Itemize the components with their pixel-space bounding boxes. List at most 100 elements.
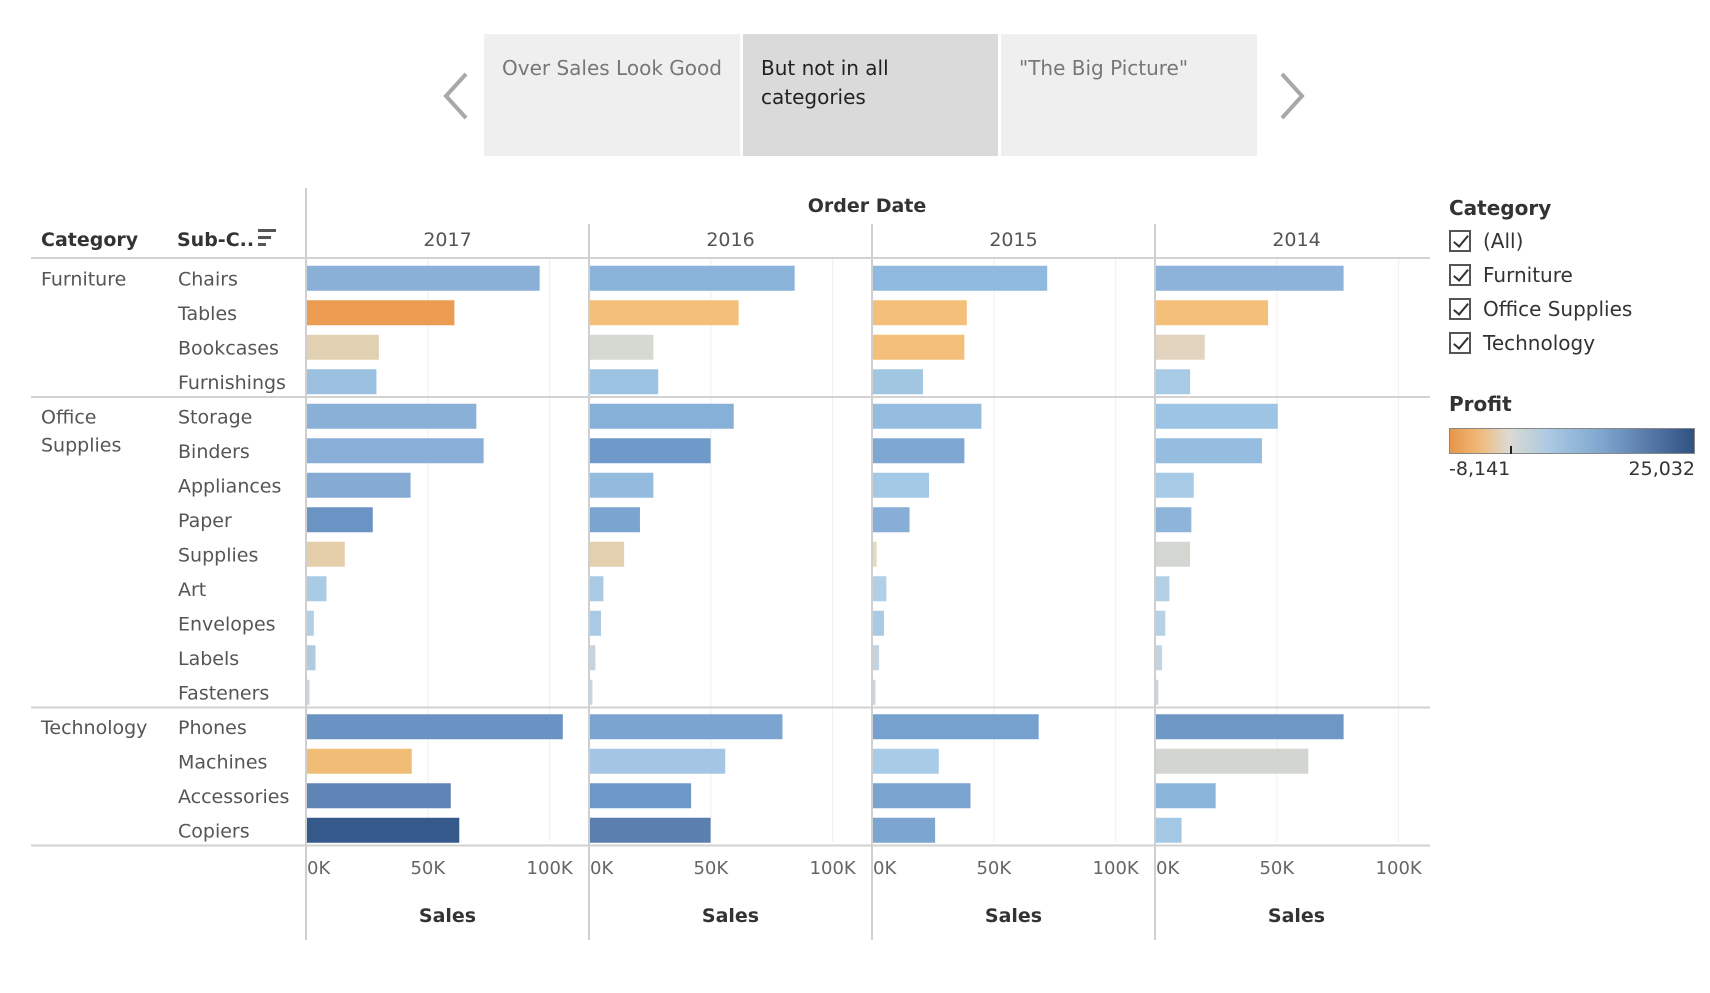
bar-2015-appliances[interactable] — [873, 472, 930, 498]
bar-2017-paper[interactable] — [307, 507, 373, 533]
bar-2017-storage[interactable] — [307, 403, 477, 429]
bar-2016-chairs[interactable] — [590, 265, 795, 291]
bar-2016-copiers[interactable] — [590, 817, 711, 843]
bar-2016-accessories[interactable] — [590, 783, 692, 809]
bar-2014-supplies[interactable] — [1156, 541, 1191, 567]
bar-2015-storage[interactable] — [873, 403, 982, 429]
bar-2014-labels[interactable] — [1156, 645, 1163, 671]
bar-2014-paper[interactable] — [1156, 507, 1192, 533]
bar-2017-bookcases[interactable] — [307, 334, 379, 360]
story-point-tab-1[interactable]: Over Sales Look Good — [484, 34, 740, 156]
bar-2016-envelopes[interactable] — [590, 610, 601, 636]
subcategory-label: Fasteners — [178, 682, 269, 704]
bar-2015-art[interactable] — [873, 576, 887, 602]
subcategory-label: Binders — [178, 441, 250, 463]
bar-2016-furnishings[interactable] — [590, 369, 659, 395]
bar-2015-furnishings[interactable] — [873, 369, 923, 395]
category-filter-furniture[interactable]: Furniture — [1449, 258, 1704, 292]
bar-2017-phones[interactable] — [307, 714, 563, 740]
bar-2014-tables[interactable] — [1156, 300, 1269, 326]
checkbox-checked-icon[interactable] — [1449, 332, 1471, 354]
year-header: 2015 — [989, 229, 1037, 251]
x-tick-label: 100K — [1376, 858, 1423, 879]
category-label: Office — [41, 406, 96, 428]
bar-2015-fasteners[interactable] — [873, 679, 876, 705]
bar-2015-machines[interactable] — [873, 748, 939, 774]
bar-2017-envelopes[interactable] — [307, 610, 314, 636]
story-point-label: Over Sales Look Good — [502, 56, 722, 80]
category-filter-technology[interactable]: Technology — [1449, 326, 1704, 360]
x-axis-title: Sales — [985, 905, 1042, 927]
bar-2016-fasteners[interactable] — [590, 679, 593, 705]
bar-2017-labels[interactable] — [307, 645, 316, 671]
bar-2014-machines[interactable] — [1156, 748, 1309, 774]
bar-2014-chairs[interactable] — [1156, 265, 1344, 291]
bar-2015-accessories[interactable] — [873, 783, 971, 809]
bar-2014-phones[interactable] — [1156, 714, 1344, 740]
bar-2015-bookcases[interactable] — [873, 334, 965, 360]
bar-2017-furnishings[interactable] — [307, 369, 377, 395]
bar-2016-art[interactable] — [590, 576, 604, 602]
bar-2016-storage[interactable] — [590, 403, 734, 429]
chevron-left-icon — [443, 72, 468, 120]
bar-2016-supplies[interactable] — [590, 541, 625, 567]
bar-2014-accessories[interactable] — [1156, 783, 1216, 809]
story-point-tab-2[interactable]: But not in all categories — [743, 34, 998, 156]
category-filter-all[interactable]: (All) — [1449, 224, 1704, 258]
column-header-order-date: Order Date — [808, 195, 927, 217]
bar-2016-labels[interactable] — [590, 645, 596, 671]
checkbox-checked-icon[interactable] — [1449, 230, 1471, 252]
previous-story-point-button[interactable] — [440, 66, 480, 126]
bar-2017-art[interactable] — [307, 576, 327, 602]
bar-2017-chairs[interactable] — [307, 265, 540, 291]
bar-2015-copiers[interactable] — [873, 817, 936, 843]
bar-2016-tables[interactable] — [590, 300, 739, 326]
bar-2016-appliances[interactable] — [590, 472, 654, 498]
bar-2017-supplies[interactable] — [307, 541, 345, 567]
bar-2014-storage[interactable] — [1156, 403, 1278, 429]
next-story-point-button[interactable] — [1268, 66, 1308, 126]
bar-2016-phones[interactable] — [590, 714, 783, 740]
category-filter-office-supplies[interactable]: Office Supplies — [1449, 292, 1704, 326]
bar-2017-fasteners[interactable] — [307, 679, 310, 705]
x-tick-label: 100K — [810, 858, 857, 879]
checkbox-checked-icon[interactable] — [1449, 298, 1471, 320]
x-tick-label: 0K — [590, 858, 614, 879]
bar-2015-chairs[interactable] — [873, 265, 1048, 291]
x-tick-label: 0K — [1156, 858, 1180, 879]
subcategory-label: Bookcases — [178, 337, 279, 359]
bar-2015-envelopes[interactable] — [873, 610, 884, 636]
bar-2014-appliances[interactable] — [1156, 472, 1194, 498]
bar-2014-binders[interactable] — [1156, 438, 1262, 464]
filter-option-label: Furniture — [1483, 263, 1573, 287]
bar-2015-paper[interactable] — [873, 507, 910, 533]
bar-2017-accessories[interactable] — [307, 783, 451, 809]
bar-2014-copiers[interactable] — [1156, 817, 1182, 843]
bar-2016-paper[interactable] — [590, 507, 640, 533]
bar-2016-binders[interactable] — [590, 438, 711, 464]
checkbox-checked-icon[interactable] — [1449, 264, 1471, 286]
bar-2017-copiers[interactable] — [307, 817, 460, 843]
bar-2015-phones[interactable] — [873, 714, 1039, 740]
profit-color-legend: Profit -8,141 25,032 — [1449, 392, 1704, 480]
bar-2014-furnishings[interactable] — [1156, 369, 1191, 395]
bar-2016-machines[interactable] — [590, 748, 726, 774]
bar-2014-envelopes[interactable] — [1156, 610, 1166, 636]
bar-2014-fasteners[interactable] — [1156, 679, 1159, 705]
story-navigator: Over Sales Look Good But not in all cate… — [0, 34, 1710, 156]
bar-2014-art[interactable] — [1156, 576, 1170, 602]
bar-2015-tables[interactable] — [873, 300, 967, 326]
bar-2017-binders[interactable] — [307, 438, 484, 464]
bar-2017-appliances[interactable] — [307, 472, 411, 498]
bar-2015-binders[interactable] — [873, 438, 965, 464]
bar-2017-machines[interactable] — [307, 748, 412, 774]
bar-2017-tables[interactable] — [307, 300, 455, 326]
category-label: Technology — [40, 717, 147, 739]
bar-2015-labels[interactable] — [873, 645, 880, 671]
bar-2014-bookcases[interactable] — [1156, 334, 1205, 360]
subcategory-label: Furnishings — [178, 372, 286, 394]
sort-icon[interactable] — [258, 229, 276, 246]
bar-2015-supplies[interactable] — [873, 541, 877, 567]
story-point-tab-3[interactable]: "The Big Picture" — [1001, 34, 1257, 156]
bar-2016-bookcases[interactable] — [590, 334, 654, 360]
